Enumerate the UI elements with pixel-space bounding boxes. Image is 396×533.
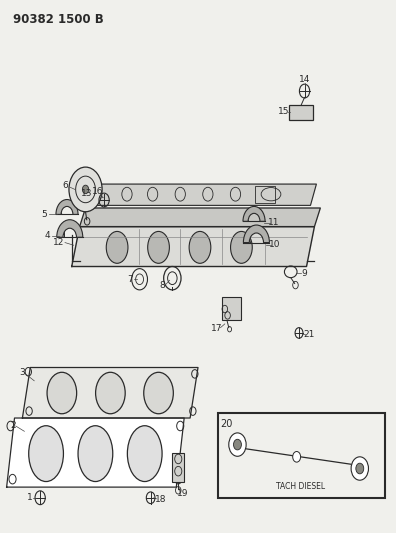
Ellipse shape (148, 231, 169, 263)
Bar (255, 185, 275, 203)
Circle shape (293, 451, 301, 462)
Text: 5: 5 (41, 210, 47, 219)
Ellipse shape (230, 231, 252, 263)
Polygon shape (93, 184, 316, 205)
Text: 8: 8 (160, 281, 166, 290)
Bar (172, 453, 184, 482)
Wedge shape (243, 206, 265, 221)
Circle shape (234, 439, 242, 450)
Ellipse shape (106, 231, 128, 263)
Text: TACH DIESEL: TACH DIESEL (276, 481, 325, 490)
Polygon shape (7, 418, 184, 487)
Text: 19: 19 (177, 489, 189, 498)
Text: 18: 18 (155, 495, 166, 504)
Text: 17: 17 (211, 324, 223, 333)
Text: 11: 11 (268, 219, 280, 228)
Bar (218, 413, 385, 498)
Circle shape (82, 185, 89, 193)
Ellipse shape (47, 372, 77, 414)
Text: 15: 15 (278, 107, 290, 116)
Ellipse shape (189, 231, 211, 263)
Circle shape (351, 457, 368, 480)
Wedge shape (56, 199, 78, 214)
Polygon shape (80, 208, 320, 227)
Ellipse shape (78, 426, 113, 481)
Bar (289, 106, 313, 120)
Text: 13: 13 (81, 189, 93, 198)
Text: 90382 1500 B: 90382 1500 B (13, 13, 103, 26)
Wedge shape (244, 225, 269, 243)
Text: 12: 12 (53, 238, 65, 247)
Circle shape (69, 167, 102, 212)
Text: 2: 2 (11, 422, 16, 431)
Text: 4: 4 (44, 231, 50, 240)
Text: 16: 16 (91, 187, 103, 196)
Text: 1: 1 (27, 493, 32, 502)
Ellipse shape (128, 426, 162, 481)
Text: 9: 9 (302, 269, 307, 278)
Text: 6: 6 (62, 181, 68, 190)
Ellipse shape (29, 426, 63, 481)
Ellipse shape (144, 372, 173, 414)
Polygon shape (23, 368, 198, 418)
Wedge shape (57, 220, 83, 237)
Circle shape (229, 433, 246, 456)
Text: 10: 10 (269, 240, 281, 249)
Text: 21: 21 (304, 329, 315, 338)
Text: 3: 3 (19, 368, 25, 377)
Bar (222, 297, 242, 320)
Ellipse shape (95, 372, 125, 414)
Text: 14: 14 (299, 75, 310, 84)
Text: 7: 7 (127, 274, 133, 284)
Polygon shape (72, 227, 314, 266)
Text: 20: 20 (220, 419, 232, 430)
Circle shape (356, 463, 364, 474)
